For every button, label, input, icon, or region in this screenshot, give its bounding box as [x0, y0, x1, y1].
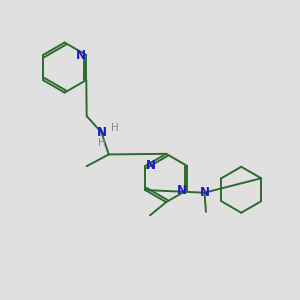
Text: N: N	[177, 184, 187, 196]
Text: H: H	[111, 123, 119, 133]
Text: N: N	[76, 49, 86, 62]
Text: N: N	[200, 186, 209, 199]
Text: N: N	[96, 126, 106, 139]
Text: N: N	[146, 159, 156, 172]
Text: H: H	[98, 138, 105, 148]
